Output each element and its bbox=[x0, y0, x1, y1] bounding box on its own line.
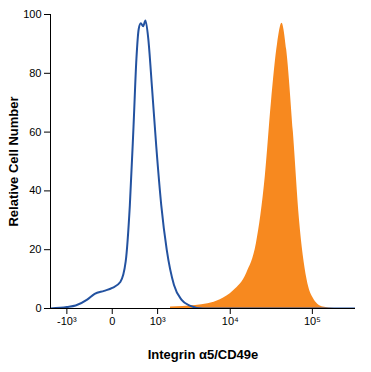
svg-text:Integrin α5/CD49e: Integrin α5/CD49e bbox=[148, 347, 259, 362]
svg-text:60: 60 bbox=[29, 126, 41, 138]
svg-text:100: 100 bbox=[23, 8, 41, 20]
svg-text:0: 0 bbox=[109, 315, 115, 327]
svg-text:10⁴: 10⁴ bbox=[222, 315, 239, 327]
svg-text:10⁵: 10⁵ bbox=[304, 315, 321, 327]
svg-text:0: 0 bbox=[35, 302, 41, 314]
svg-text:-10³: -10³ bbox=[57, 315, 77, 327]
svg-text:40: 40 bbox=[29, 184, 41, 196]
svg-text:20: 20 bbox=[29, 243, 41, 255]
svg-text:Relative Cell Number: Relative Cell Number bbox=[6, 96, 21, 226]
svg-text:10³: 10³ bbox=[150, 315, 166, 327]
svg-text:80: 80 bbox=[29, 67, 41, 79]
